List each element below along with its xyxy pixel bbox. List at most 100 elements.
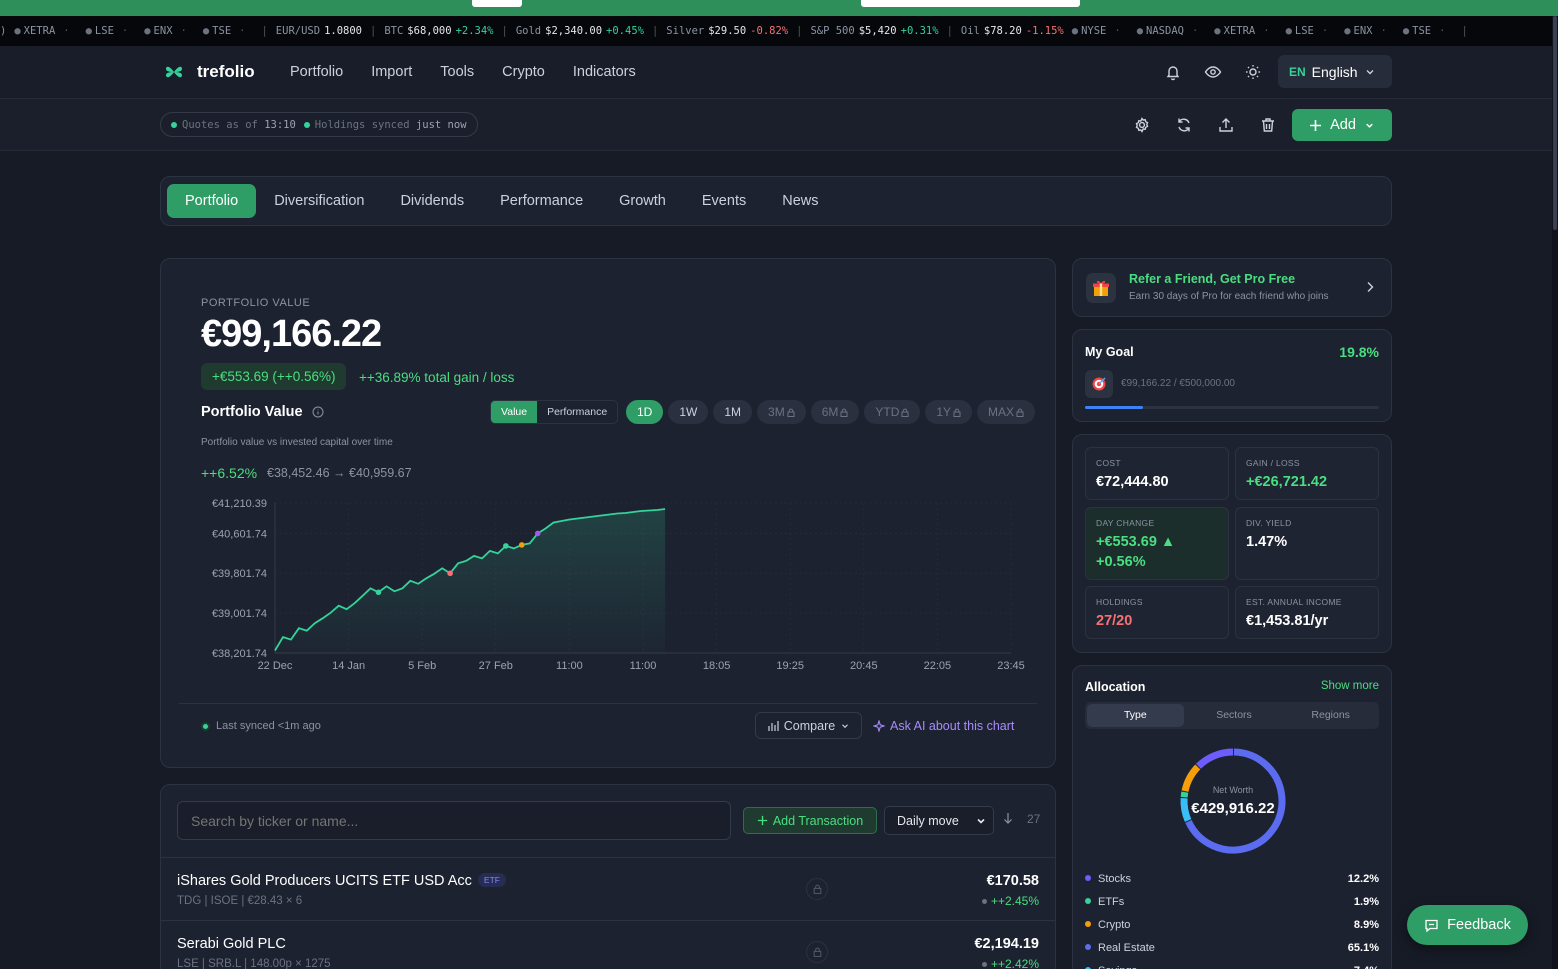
ticker-quote[interactable]: | S&P 500 $5,420 +0.31% (788, 16, 938, 46)
donut-slice-stocks[interactable] (1195, 748, 1234, 769)
legend-percent: 12.2% (1347, 873, 1379, 885)
sun-icon[interactable] (1244, 63, 1262, 81)
upload-icon[interactable] (1217, 116, 1235, 134)
show-more-link[interactable]: Show more (1320, 680, 1379, 692)
tab-growth[interactable]: Growth (619, 193, 666, 209)
event-marker[interactable] (518, 542, 525, 548)
ticker-quote[interactable]: | Silver $29.50 -0.82% (644, 16, 788, 46)
legend-swatch (1085, 944, 1091, 950)
allocation-legend: Stocks 12.2% ETFs 1.9% Crypto 8.9% Real Estate… (1085, 873, 1379, 969)
period-max-button[interactable]: MAX (977, 400, 1036, 424)
donut-slice-real-estate[interactable] (1185, 748, 1286, 854)
holding-row[interactable]: iShares Gold Producers UCITS ETF USD Acc… (161, 857, 1055, 919)
series-line[interactable] (274, 508, 666, 651)
period-1y-button[interactable]: 1Y (925, 400, 973, 424)
ticker-exchange: ● NYSE · (1064, 16, 1129, 46)
bell-icon[interactable] (1164, 63, 1182, 81)
donut-slice-savings[interactable] (1180, 797, 1192, 822)
goal-percent: 19.8% (1339, 344, 1379, 360)
scrollbar-thumb[interactable] (1553, 16, 1557, 230)
total-gain-text: ++36.89% total gain / loss (359, 370, 515, 385)
feedback-button[interactable]: Feedback (1407, 905, 1528, 945)
holdings-search-input[interactable] (177, 801, 731, 840)
allocation-donut-chart[interactable] (1178, 746, 1288, 856)
period-3m-button[interactable]: 3M (757, 400, 806, 424)
toolbar-icons (1133, 116, 1277, 134)
period-1w-button[interactable]: 1W (668, 400, 709, 424)
period-ytd-button[interactable]: YTD (864, 400, 921, 424)
lock-icon[interactable] (806, 878, 828, 900)
language-selector[interactable]: EN English (1278, 55, 1392, 88)
settings-gear-icon[interactable] (1133, 116, 1151, 134)
ticker-quote[interactable]: | EUR/USD 1.0800 (253, 16, 362, 46)
legend-item[interactable]: Savings 7.4% (1085, 965, 1379, 969)
nav-link-tools[interactable]: Tools (440, 64, 475, 80)
tab-dividends[interactable]: Dividends (400, 193, 465, 209)
period-label: 1Y (936, 405, 952, 419)
event-marker[interactable] (375, 589, 382, 596)
event-marker[interactable] (503, 543, 509, 549)
ticker-quote-value: $78.20 (983, 25, 1022, 37)
referral-banner[interactable]: Refer a Friend, Get Pro Free Earn 30 day… (1072, 258, 1392, 317)
mode-performance-button[interactable]: Performance (547, 406, 608, 418)
tab-diversification[interactable]: Diversification (274, 193, 365, 209)
sort-direction-icon[interactable] (1003, 812, 1013, 824)
donut-slice-crypto[interactable] (1181, 764, 1201, 793)
holding-name: iShares Gold Producers UCITS ETF USD Acc… (177, 873, 506, 889)
legend-item[interactable]: Stocks 12.2% (1085, 873, 1379, 896)
mode-value-button[interactable]: Value (491, 401, 538, 423)
period-1m-button[interactable]: 1M (713, 400, 753, 424)
x-tick-label: 18:05 (703, 660, 731, 672)
x-tick-label: 19:25 (776, 660, 804, 672)
ticker-quote[interactable]: | Oil $78.20 -1.15% (939, 16, 1064, 46)
allocation-tab-regions[interactable]: Regions (1311, 709, 1350, 721)
portfolio-value-chart[interactable]: €41,210.39 €40,601.74 €39,801.74 €39,001.74… (201, 491, 1031, 691)
lock-icon[interactable] (806, 941, 828, 963)
holding-row[interactable]: Serabi Gold PLC LSE | SRB.L | 148.00p × 1… (161, 920, 1055, 969)
sort-select[interactable]: Daily move (884, 806, 994, 835)
refresh-icon[interactable] (1175, 116, 1193, 134)
nav-link-import[interactable]: Import (371, 64, 413, 80)
legend-item[interactable]: ETFs 1.9% (1085, 896, 1379, 919)
tab-events[interactable]: Events (701, 193, 747, 209)
ticker-quote[interactable]: | BTC $68,000 +2.34% (362, 16, 494, 46)
ask-ai-button[interactable]: Ask AI about this chart (873, 719, 1014, 733)
add-button[interactable]: Add (1292, 109, 1392, 141)
nav-icons (1164, 63, 1262, 81)
event-marker[interactable] (534, 530, 541, 537)
legend-swatch (1085, 967, 1091, 969)
add-transaction-button[interactable]: Add Transaction (743, 807, 877, 834)
legend-item[interactable]: Crypto 8.9% (1085, 919, 1379, 942)
x-tick-label: 22 Dec (258, 660, 293, 672)
ticker-quote[interactable]: | Gold $2,340.00 +0.45% (494, 16, 644, 46)
period-6m-button[interactable]: 6M (810, 400, 860, 424)
trash-icon[interactable] (1259, 116, 1277, 134)
tab-performance[interactable]: Performance (500, 193, 584, 209)
promo-banner-pill-left[interactable] (472, 0, 522, 7)
trefolio-logo-icon[interactable] (165, 63, 183, 81)
legend-item[interactable]: Real Estate 65.1% (1085, 942, 1379, 965)
donut-slice-etfs[interactable] (1180, 791, 1189, 798)
compare-button[interactable]: Compare (755, 712, 862, 739)
promo-banner-pill-right[interactable] (861, 0, 1080, 7)
brand-name[interactable]: trefolio (197, 62, 255, 81)
allocation-tab-sectors[interactable]: Sectors (1216, 709, 1252, 721)
info-icon[interactable] (312, 406, 324, 418)
holdings-card: Add Transaction Daily move 27 iShares Go… (160, 784, 1056, 969)
x-tick-label: 23:45 (997, 660, 1025, 672)
period-label: 1M (724, 405, 742, 419)
allocation-tab-type[interactable]: Type (1087, 704, 1184, 727)
holding-value: €2,194.19 (974, 936, 1039, 952)
goal-progress-text: €99,166.22 / €500,000.00 (1121, 378, 1235, 389)
eye-icon[interactable] (1204, 63, 1222, 81)
period-1d-button[interactable]: 1D (626, 400, 664, 424)
page-scrollbar[interactable] (1552, 16, 1558, 969)
goal-card[interactable]: My Goal 19.8% €99,166.22 / €500,000.00 (1072, 329, 1392, 422)
nav-link-portfolio[interactable]: Portfolio (290, 64, 344, 80)
nav-link-indicators[interactable]: Indicators (572, 64, 636, 80)
tab-news[interactable]: News (782, 193, 819, 209)
event-marker[interactable] (447, 570, 453, 577)
stat-day-label: DAY CHANGE (1096, 518, 1155, 528)
nav-link-crypto[interactable]: Crypto (502, 64, 545, 80)
tab-portfolio[interactable]: Portfolio (167, 184, 257, 218)
